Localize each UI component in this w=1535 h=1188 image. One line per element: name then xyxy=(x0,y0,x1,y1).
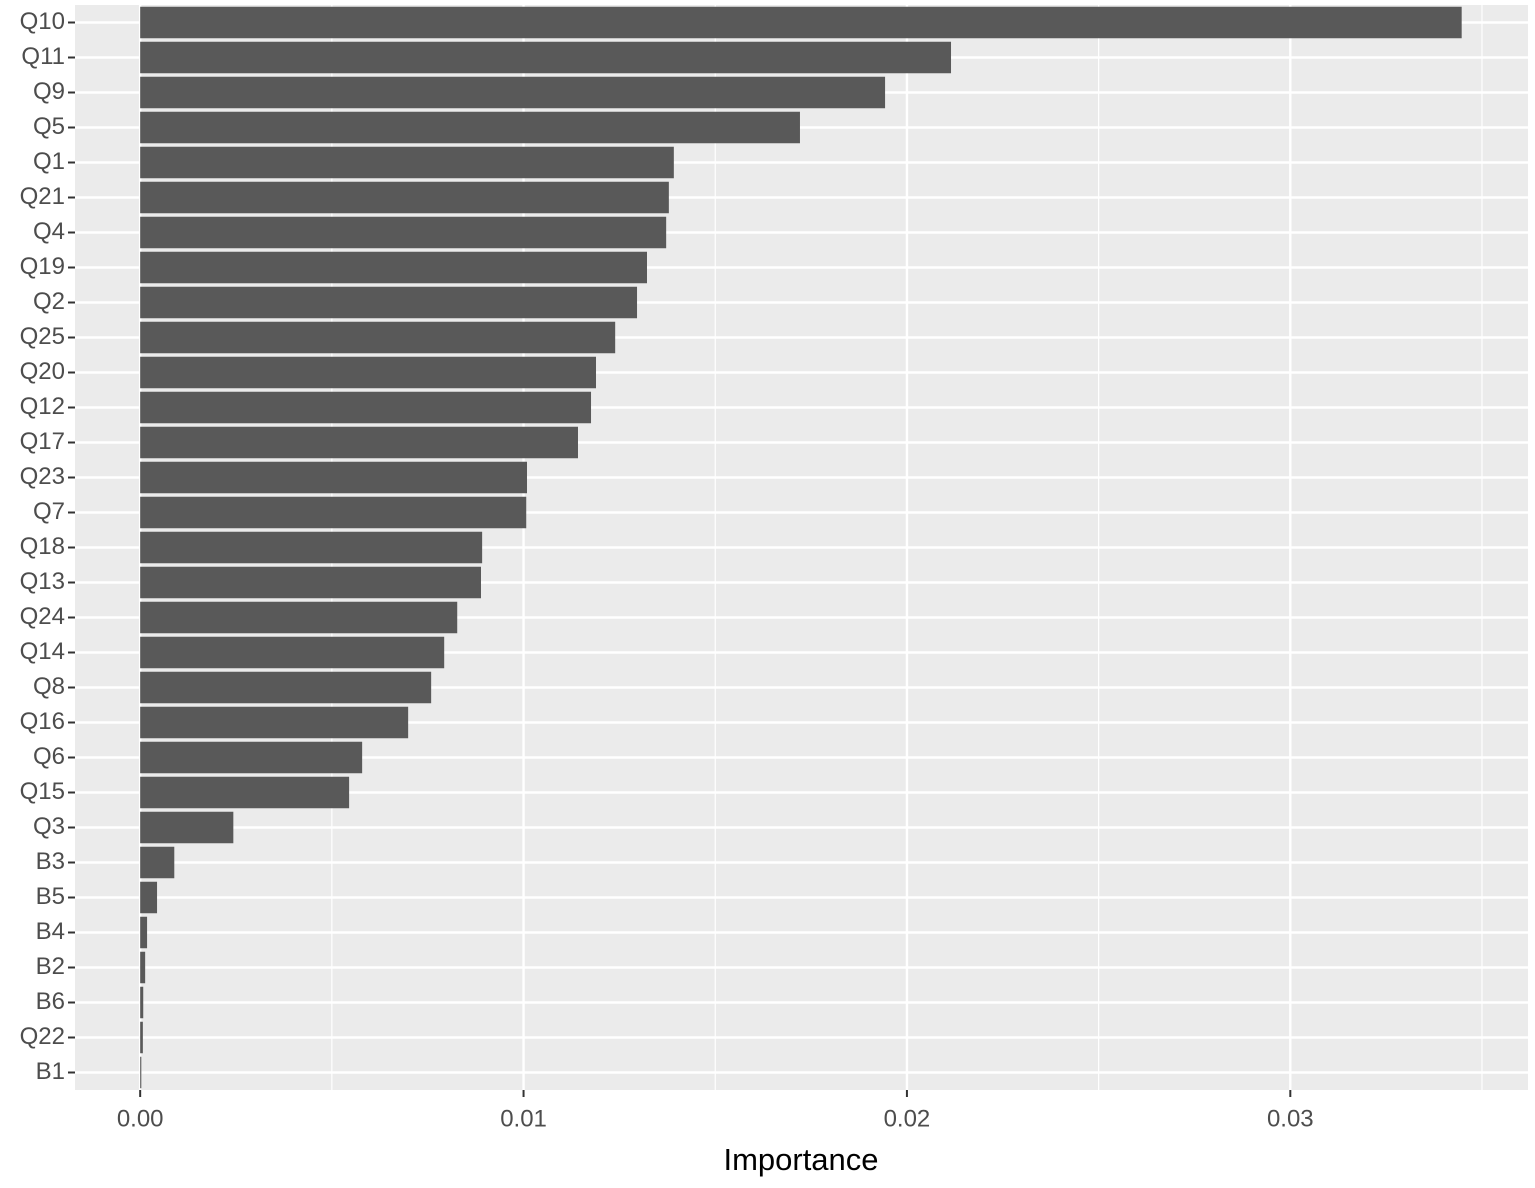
x-tick-label: 0.03 xyxy=(1267,1105,1314,1132)
bar xyxy=(140,181,669,214)
bar xyxy=(140,41,952,74)
x-tick-label: 0.00 xyxy=(117,1105,164,1132)
y-tick-label: Q5 xyxy=(33,113,65,140)
x-tick-label: 0.02 xyxy=(884,1105,931,1132)
y-tick-label: Q4 xyxy=(33,218,65,245)
bar xyxy=(140,321,616,354)
y-tick-label: B6 xyxy=(36,988,65,1015)
bar xyxy=(140,916,148,949)
y-tick-label: Q23 xyxy=(20,463,65,490)
bar xyxy=(140,776,350,809)
bar xyxy=(140,461,528,494)
y-tick-label: Q1 xyxy=(33,148,65,175)
y-tick-label: Q8 xyxy=(33,673,65,700)
y-tick-label: Q20 xyxy=(20,358,65,385)
bar xyxy=(140,391,592,424)
y-tick-label: Q19 xyxy=(20,253,65,280)
y-tick-label: Q10 xyxy=(20,8,65,35)
y-tick-label: Q22 xyxy=(20,1023,65,1050)
bar xyxy=(140,426,578,459)
bar xyxy=(140,881,158,914)
y-tick-label: Q9 xyxy=(33,78,65,105)
bar xyxy=(140,741,363,774)
y-tick-label: Q2 xyxy=(33,288,65,315)
bar xyxy=(140,111,800,144)
bar xyxy=(140,1056,142,1089)
y-tick-label: Q21 xyxy=(20,183,65,210)
y-tick-label: B4 xyxy=(36,918,65,945)
bar xyxy=(140,356,597,389)
y-tick-label: Q16 xyxy=(20,708,65,735)
y-tick-label: Q12 xyxy=(20,393,65,420)
y-tick-label: Q3 xyxy=(33,813,65,840)
y-tick-label: Q6 xyxy=(33,743,65,770)
y-tick-label: Q11 xyxy=(21,43,65,70)
y-tick-label: B1 xyxy=(36,1058,65,1085)
bar xyxy=(140,951,146,984)
y-tick-label: Q18 xyxy=(20,533,65,560)
bar xyxy=(140,706,409,739)
bar xyxy=(140,496,527,529)
bar xyxy=(140,531,483,564)
y-tick-label: Q17 xyxy=(20,428,65,455)
y-tick-label: B2 xyxy=(36,953,65,980)
bar xyxy=(140,566,481,599)
bar xyxy=(140,1021,143,1054)
y-tick-label: Q24 xyxy=(20,603,65,630)
bar xyxy=(140,671,432,704)
y-tick-label: B3 xyxy=(36,848,65,875)
bar xyxy=(140,286,638,319)
bar xyxy=(140,811,234,844)
x-tick-label: 0.01 xyxy=(500,1105,547,1132)
bar xyxy=(140,636,445,669)
y-tick-label: Q13 xyxy=(20,568,65,595)
bar xyxy=(140,6,1462,39)
y-tick-label: Q7 xyxy=(33,498,65,525)
y-tick-label: Q25 xyxy=(20,323,65,350)
y-tick-label: Q15 xyxy=(20,778,65,805)
x-axis-title: Importance xyxy=(723,1142,878,1177)
bar xyxy=(140,986,144,1019)
y-tick-label: Q14 xyxy=(20,638,65,665)
bar xyxy=(140,601,458,634)
y-tick-label: B5 xyxy=(36,883,65,910)
bar xyxy=(140,216,667,249)
bar xyxy=(140,146,674,179)
bar xyxy=(140,846,175,879)
bar xyxy=(140,76,886,109)
bar xyxy=(140,251,647,284)
